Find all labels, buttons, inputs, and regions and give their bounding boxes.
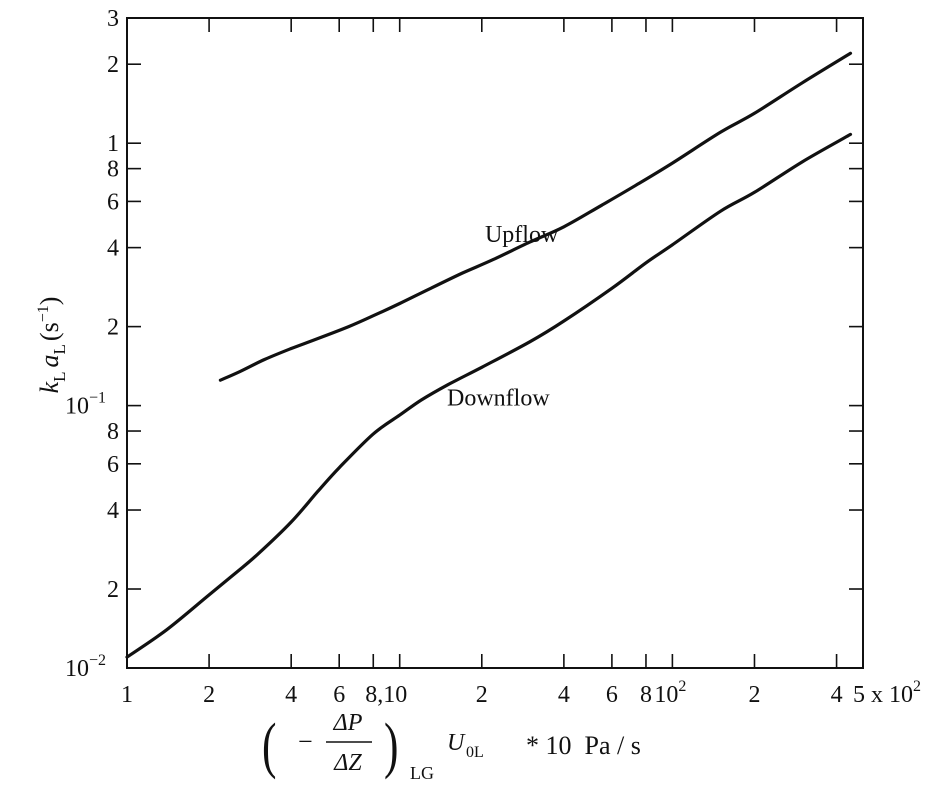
x-label-minus: − [298,727,313,756]
x-tick-label: 8,10 [365,682,407,708]
axis-ticks [126,17,864,669]
series-curves [125,51,853,659]
x-tick-label: 2 [203,682,215,708]
y-tick-label: 2 [107,315,119,341]
x-tick-label: 4 [831,682,843,708]
x-tick-label: 5 x 102 [853,678,921,708]
x-tick-label: 2 [748,682,760,708]
x-tick-label: 1 [121,682,133,708]
y-tick-label: 2 [107,52,119,78]
x-label-velocity-sub: 0L [466,744,484,761]
y-tick-label: 10−2 [65,652,106,682]
x-label-denominator: ΔZ [333,750,362,776]
y-tick-label: 6 [107,452,119,478]
x-tick-label: 6 [606,682,618,708]
x-label-open-paren: ( [262,710,276,780]
y-tick-label: 2 [107,577,119,603]
y-tick-label: 4 [107,236,119,262]
x-tick-label: 2 [476,682,488,708]
x-tick-label: 6 [333,682,345,708]
series-label-upflow: Upflow [485,222,559,248]
x-tick-label: 4 [558,682,570,708]
series-line-downflow [125,132,853,659]
x-label-subscript: LG [410,763,434,783]
y-axis-label: kLaL(s−1) [35,297,69,394]
y-tick-label: 6 [107,189,119,215]
x-tick-label: 102 [654,678,686,708]
series-annotations: Upflow Downflow [447,222,559,412]
x-tick-label: 8 [640,682,652,708]
y-tick-label: 1 [107,131,119,157]
y-tick-label: 8 [107,157,119,183]
x-tick-label: 4 [285,682,297,708]
x-label-velocity: U [447,730,466,756]
x-label-numerator: ΔP [333,710,363,736]
y-tick-label: 8 [107,419,119,445]
x-label-close-paren: ) [384,710,398,780]
x-tick-labels: 1 2 4 6 8,10 2 4 6 8 102 2 4 5 x 102 [121,678,921,708]
y-tick-label: 3 [107,6,119,32]
series-label-downflow: Downflow [447,386,550,412]
plot-frame [126,17,864,669]
x-axis-label: ( − ΔP ΔZ ) LG U 0L * 10 Pa / s [262,710,641,783]
series-line-upflow [218,51,853,382]
y-tick-label: 10−1 [65,390,106,420]
x-label-units: * 10 Pa / s [526,731,641,760]
y-tick-label: 4 [107,498,119,524]
